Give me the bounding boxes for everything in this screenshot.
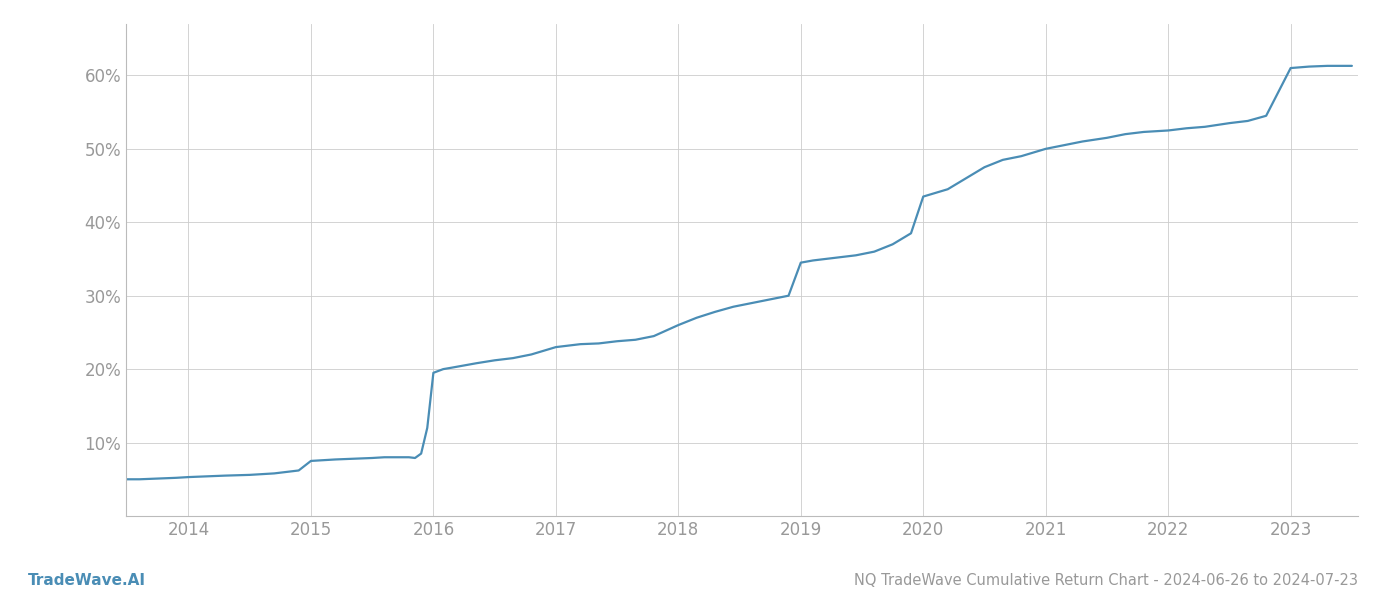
Text: NQ TradeWave Cumulative Return Chart - 2024-06-26 to 2024-07-23: NQ TradeWave Cumulative Return Chart - 2… bbox=[854, 573, 1358, 588]
Text: TradeWave.AI: TradeWave.AI bbox=[28, 573, 146, 588]
